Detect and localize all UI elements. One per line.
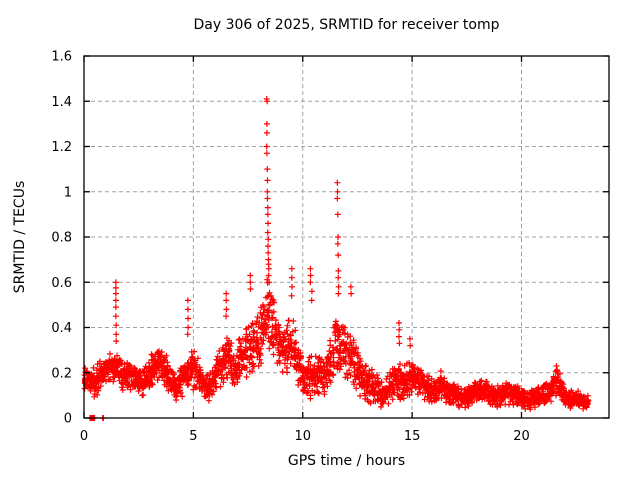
y-tick-label: 0 — [64, 412, 72, 427]
x-tick-label: 15 — [404, 429, 421, 444]
x-tick-label: 20 — [513, 429, 530, 444]
y-tick-label: 1.4 — [51, 95, 72, 110]
y-tick-label: 1 — [64, 185, 72, 200]
x-tick-label: 0 — [80, 429, 88, 444]
y-tick-label: 0.2 — [51, 366, 72, 381]
y-axis-label: SRMTID / TECUs — [12, 180, 28, 294]
y-tick-label: 0.4 — [51, 321, 72, 336]
y-tick-label: 1.2 — [51, 140, 72, 155]
x-tick-label: 5 — [189, 429, 197, 444]
scatter-points — [81, 96, 592, 421]
y-tick-label: 0.8 — [51, 231, 72, 246]
y-tick-label: 0.6 — [51, 276, 72, 291]
x-axis-label: GPS time / hours — [287, 453, 406, 469]
y-tick-label: 1.6 — [51, 50, 72, 65]
x-tick-label: 10 — [294, 429, 311, 444]
chart-title: Day 306 of 2025, SRMTID for receiver tom… — [193, 17, 500, 33]
